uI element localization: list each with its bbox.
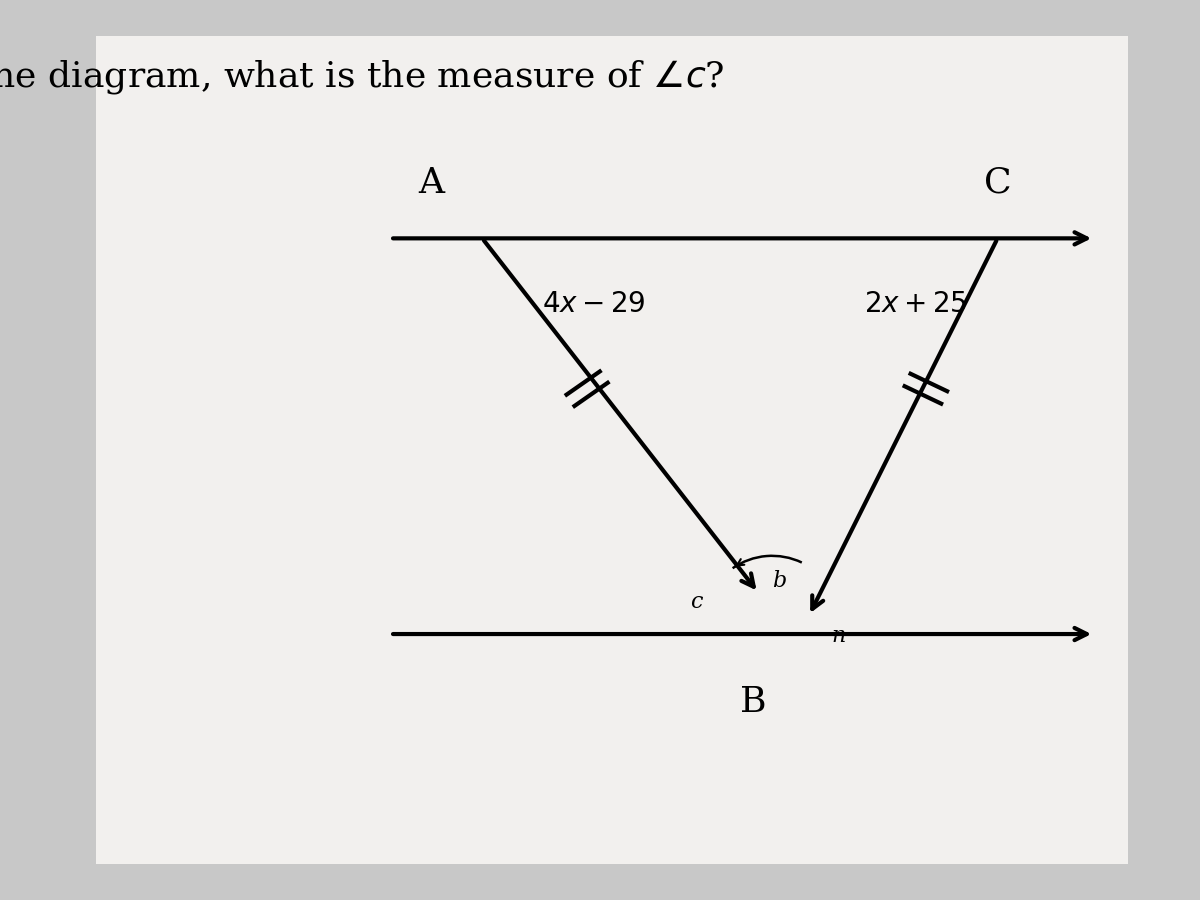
Text: A: A	[419, 166, 445, 200]
Text: c: c	[690, 590, 703, 613]
Text: $4x-29$: $4x-29$	[542, 291, 646, 318]
Text: C: C	[984, 166, 1012, 200]
Text: $2x+25$: $2x+25$	[864, 291, 967, 318]
Text: In the diagram, what is the measure of $\angle c$?: In the diagram, what is the measure of $…	[0, 58, 724, 96]
Text: n: n	[832, 625, 846, 647]
Text: b: b	[773, 570, 786, 591]
Text: B: B	[740, 685, 767, 719]
